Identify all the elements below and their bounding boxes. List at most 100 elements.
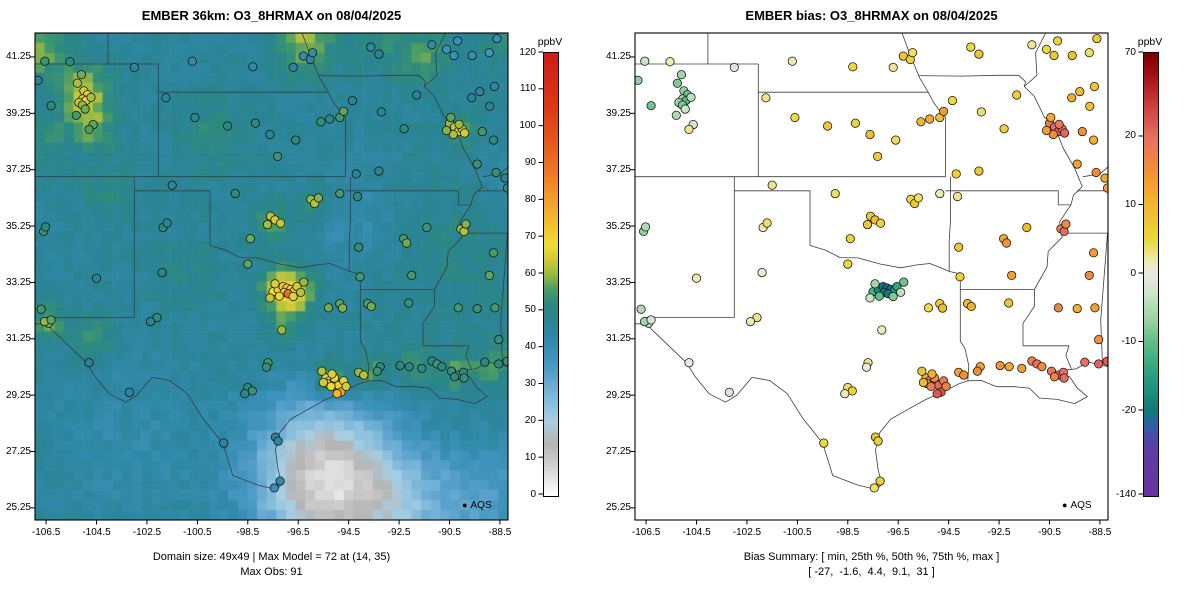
- colorbar-tick-label: 0: [1130, 267, 1136, 279]
- colorbar-tick-label: 10: [524, 451, 536, 463]
- station-dot: [671, 110, 681, 120]
- x-tick-label: -88.5: [488, 527, 512, 538]
- station-dot: [963, 299, 973, 309]
- station-dot: [636, 304, 646, 314]
- station-dot: [974, 166, 984, 176]
- station-dot: [976, 107, 986, 117]
- station-dot: [1084, 48, 1094, 58]
- station-dot: [1041, 125, 1052, 136]
- station-dot: [1049, 50, 1059, 61]
- station-dot: [932, 389, 942, 399]
- station-dot: [931, 379, 941, 389]
- x-tick-label: -92.5: [987, 527, 1011, 538]
- station-dot: [879, 287, 889, 297]
- station-dot: [928, 377, 939, 388]
- station-dot: [684, 124, 694, 134]
- station-dot: [1089, 81, 1099, 92]
- station-dot: [908, 48, 918, 58]
- station-dot: [865, 129, 875, 140]
- model-colorbar: [543, 52, 559, 497]
- station-dot: [878, 282, 888, 292]
- station-dot: [1080, 357, 1090, 367]
- station-dot: [646, 315, 656, 325]
- aqs-label: AQS: [1070, 500, 1092, 511]
- station-dot: [1041, 44, 1052, 54]
- station-dot: [1060, 128, 1070, 138]
- station-dot: [790, 112, 800, 123]
- state-border: [948, 176, 951, 272]
- station-dot: [863, 358, 873, 368]
- station-dot: [758, 222, 768, 233]
- y-tick-label: 29.25: [5, 389, 31, 401]
- station-dot: [875, 476, 885, 486]
- station-dot: [870, 215, 880, 225]
- colorbar-tick-label: 20: [524, 414, 536, 426]
- station-dot: [886, 284, 896, 295]
- station-dot: [1004, 298, 1014, 308]
- y-tick-label: 35.25: [605, 220, 631, 232]
- station-dot: [823, 121, 833, 131]
- model-panel-title: EMBER 36km: O3_8HRMAX on 08/04/2025: [141, 8, 402, 23]
- model-raster: [35, 33, 508, 520]
- bias-colorbar: [1143, 52, 1159, 497]
- station-dot: [757, 268, 767, 278]
- station-dot: [935, 112, 945, 123]
- station-dot: [1077, 127, 1087, 137]
- station-dot: [819, 438, 829, 448]
- station-dot: [848, 62, 858, 72]
- y-tick-label: 39.25: [605, 107, 631, 119]
- bias-caption-line1: Bias Summary: [ min, 25th %, 50th %, 75t…: [743, 551, 1000, 563]
- station-dot: [865, 211, 876, 221]
- y-tick-label: 29.25: [605, 389, 631, 401]
- station-dot: [1085, 101, 1095, 111]
- aqs-dot-icon: ●: [462, 500, 468, 510]
- station-dot: [639, 226, 649, 236]
- station-dot: [873, 284, 883, 295]
- station-dot: [1027, 40, 1037, 50]
- station-dot: [1053, 127, 1063, 137]
- station-dot: [640, 317, 650, 327]
- station-dot: [1091, 167, 1101, 178]
- station-dot: [873, 436, 883, 446]
- station-dot: [1089, 135, 1099, 145]
- station-dot: [752, 313, 762, 323]
- model-colorbar-unit: ppbV: [537, 36, 563, 48]
- x-tick-label: -104.5: [82, 527, 111, 538]
- station-dot: [646, 101, 656, 111]
- aqs-legend: ● AQS: [462, 500, 492, 511]
- station-dot: [843, 382, 853, 393]
- station-dot: [1075, 87, 1085, 97]
- map-layer-bias: [635, 33, 1108, 493]
- station-dot: [899, 277, 909, 287]
- colorbar-tick-label: 80: [524, 193, 536, 205]
- x-tick-label: -100.5: [783, 527, 812, 538]
- x-tick-label: -98.5: [236, 527, 260, 538]
- station-dot: [898, 51, 908, 61]
- colorbar-tick-label: 0: [530, 488, 536, 500]
- station-dot: [927, 369, 937, 379]
- station-dot: [938, 303, 948, 313]
- station-dot: [680, 104, 690, 114]
- state-border: [967, 361, 1108, 404]
- station-dot: [1053, 370, 1063, 380]
- station-dot: [923, 303, 934, 313]
- state-border: [949, 271, 970, 381]
- station-dot: [843, 259, 853, 269]
- colorbar-tick-label: 70: [1124, 46, 1136, 58]
- station-dot: [1058, 367, 1068, 377]
- station-dot: [1090, 303, 1100, 313]
- x-tick-label: -96.5: [886, 527, 910, 538]
- station-dot: [1092, 34, 1102, 44]
- station-dot: [684, 358, 694, 368]
- station-dot: [905, 54, 915, 65]
- colorbar-tick-label: 10: [1124, 198, 1136, 210]
- colorbar-tick-label: -10: [1121, 336, 1136, 347]
- y-tick-label: 37.25: [5, 164, 31, 176]
- station-dot: [1046, 366, 1057, 376]
- station-dot: [873, 151, 883, 161]
- y-tick-label: 31.25: [605, 333, 631, 345]
- y-tick-label: 37.25: [605, 164, 631, 176]
- y-tick-label: 41.25: [5, 51, 31, 63]
- state-border: [635, 317, 646, 325]
